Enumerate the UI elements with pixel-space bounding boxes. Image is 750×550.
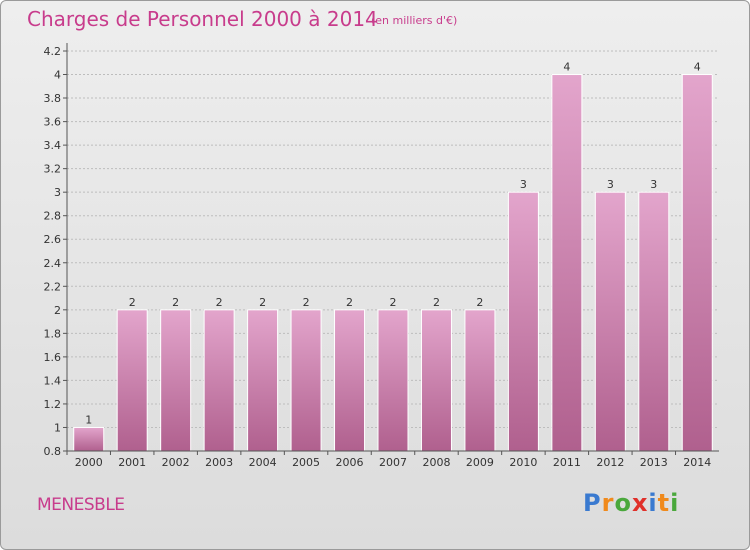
y-tick-label: 1.2	[44, 398, 62, 411]
y-tick-label: 3.2	[44, 163, 62, 176]
bar-value-label: 2	[433, 296, 440, 309]
bar	[247, 309, 279, 452]
bar-value-label: 2	[172, 296, 179, 309]
bar	[160, 309, 192, 452]
bar	[73, 426, 105, 452]
y-tick-label: 2.6	[44, 233, 62, 246]
logo-letter: t	[657, 489, 671, 517]
x-tick-label: 2012	[596, 456, 624, 469]
bar	[681, 74, 713, 452]
y-tick-label: 1	[54, 421, 61, 434]
y-tick-label: 1.4	[44, 374, 62, 387]
logo-letter: P	[583, 489, 602, 517]
x-tick-label: 2009	[466, 456, 494, 469]
y-tick-label: 1.8	[44, 327, 62, 340]
bar-value-label: 2	[390, 296, 397, 309]
bar-value-label: 4	[694, 61, 701, 74]
bar	[507, 191, 539, 452]
y-tick-label: 2.8	[44, 210, 62, 223]
y-tick-label: 3.6	[44, 116, 62, 129]
bar	[290, 309, 322, 452]
x-tick-label: 2013	[640, 456, 668, 469]
bar-value-label: 3	[650, 178, 657, 191]
x-tick-label: 2001	[118, 456, 146, 469]
x-tick-label: 2004	[249, 456, 277, 469]
y-tick-label: 2.2	[44, 280, 62, 293]
bar-value-label: 2	[259, 296, 266, 309]
bar-value-label: 3	[520, 178, 527, 191]
x-tick-label: 2005	[292, 456, 320, 469]
bar	[551, 74, 583, 452]
y-tick-label: 4	[54, 69, 61, 82]
x-tick-label: 2006	[336, 456, 364, 469]
bar-value-label: 2	[216, 296, 223, 309]
y-tick-label: 2	[54, 304, 61, 317]
bar	[334, 309, 366, 452]
y-tick-label: 1.6	[44, 351, 62, 364]
bar-value-label: 3	[607, 178, 614, 191]
logo-letter: i	[670, 489, 680, 517]
x-tick-label: 2002	[162, 456, 190, 469]
x-tick-label: 2007	[379, 456, 407, 469]
bar	[377, 309, 409, 452]
y-tick-label: 4.2	[44, 45, 62, 58]
bar-value-label: 2	[346, 296, 353, 309]
logo-letter: i	[648, 489, 658, 517]
bar-value-label: 1	[85, 413, 92, 426]
y-tick-label: 2.4	[44, 257, 62, 270]
x-tick-label: 2014	[683, 456, 711, 469]
x-tick-label: 2010	[509, 456, 537, 469]
x-tick-label: 2008	[422, 456, 450, 469]
bar	[116, 309, 148, 452]
bar-value-label: 4	[563, 61, 570, 74]
bar	[594, 191, 626, 452]
y-tick-label: 3.8	[44, 92, 62, 105]
bar	[203, 309, 235, 452]
bar	[420, 309, 452, 452]
logo-letter: r	[601, 489, 615, 517]
bar	[464, 309, 496, 452]
bar	[638, 191, 670, 452]
bar-value-label: 2	[476, 296, 483, 309]
bar-value-label: 2	[129, 296, 136, 309]
x-tick-label: 2003	[205, 456, 233, 469]
x-tick-label: 2000	[75, 456, 103, 469]
chart-title: Charges de Personnel 2000 à 2014	[27, 7, 378, 31]
y-tick-label: 3	[54, 186, 61, 199]
x-tick-label: 2011	[553, 456, 581, 469]
y-tick-label: 0.8	[44, 445, 62, 458]
chart-subtitle: (en milliers d'€)	[371, 14, 458, 27]
y-tick-label: 3.4	[44, 139, 62, 152]
bar-value-label: 2	[303, 296, 310, 309]
logo-letter: x	[631, 489, 649, 517]
logo-letter: o	[614, 489, 632, 517]
proxiti-logo: Proxiti	[583, 489, 679, 517]
town-name: MENESBLE	[37, 495, 125, 515]
